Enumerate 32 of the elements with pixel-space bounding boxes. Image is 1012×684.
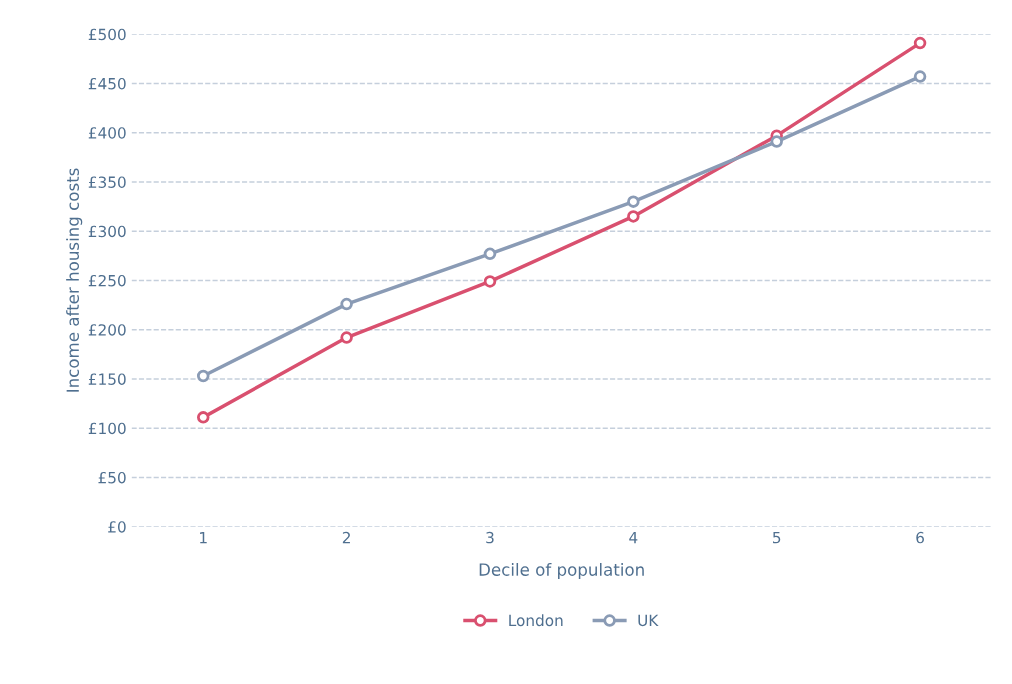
point <box>196 369 210 383</box>
point <box>627 210 640 223</box>
legend-label: UK <box>638 614 659 627</box>
y-tick-label: £250 <box>88 274 126 287</box>
y-tick-label: £400 <box>88 127 126 139</box>
x-tick-label: 4 <box>629 532 638 544</box>
legend-label: London <box>509 614 563 627</box>
x-axis-title: Decile of population <box>479 562 644 580</box>
y-tick-label: £0 <box>108 521 126 533</box>
y-tick-label: £100 <box>88 422 126 435</box>
point <box>770 135 783 148</box>
point <box>196 411 210 424</box>
y-axis-title: Income after housing costs <box>66 168 83 392</box>
y-tick-label: £500 <box>88 28 126 41</box>
x-tick-label: 6 <box>916 531 924 544</box>
y-tick-label: £50 <box>98 471 126 484</box>
y-tick-label: £200 <box>88 324 126 336</box>
point <box>627 195 640 208</box>
x-tick-label: 1 <box>200 532 207 544</box>
y-tick-label: £350 <box>88 176 126 188</box>
point <box>340 331 353 344</box>
point <box>340 297 353 311</box>
point <box>483 275 497 288</box>
y-tick-label: £150 <box>88 373 126 385</box>
x-tick-label: 2 <box>342 531 350 544</box>
point <box>483 247 497 261</box>
point <box>913 70 927 83</box>
y-tick-label: £450 <box>88 77 126 90</box>
y-tick-label: £300 <box>88 225 126 238</box>
point <box>913 36 927 50</box>
x-tick-label: 3 <box>486 531 494 544</box>
x-tick-label: 5 <box>773 532 781 544</box>
